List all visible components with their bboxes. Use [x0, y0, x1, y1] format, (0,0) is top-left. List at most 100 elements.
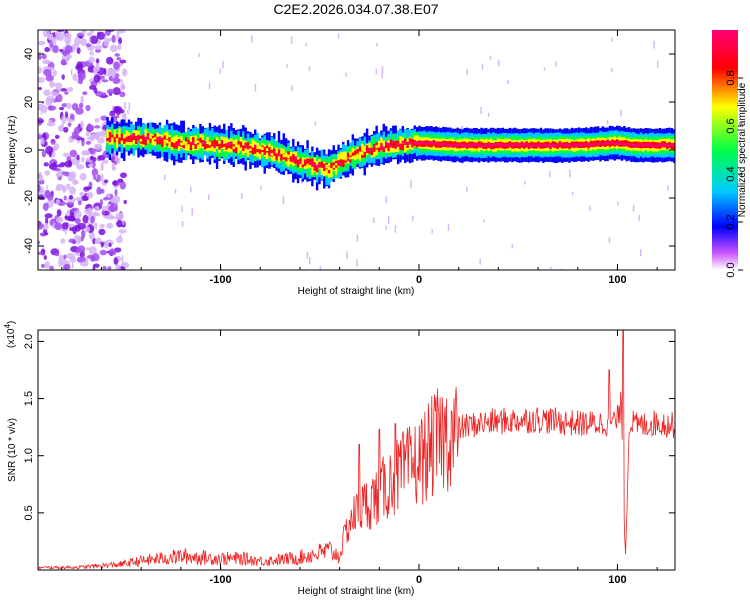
sparse-point — [337, 33, 340, 39]
noise-blob — [88, 147, 96, 155]
noise-blob — [59, 48, 63, 53]
ridge-cell — [127, 138, 131, 142]
ridge-cell — [130, 134, 133, 138]
noise-blob — [101, 92, 107, 96]
sparse-point — [653, 40, 655, 49]
ridge-cell — [118, 134, 121, 138]
ridge-cell — [320, 168, 324, 172]
noise-blob — [107, 266, 112, 270]
ridge-cell — [425, 142, 428, 146]
noise-blob — [49, 265, 54, 270]
noise-blob — [74, 197, 83, 202]
x-tick-label: 100 — [608, 274, 626, 286]
sparse-point — [667, 185, 669, 191]
ridge-cell — [382, 146, 385, 150]
snr-x-axis-label: Height of straight line (km) — [298, 586, 415, 597]
ridge-cell — [308, 161, 312, 164]
ridge-cell — [292, 153, 295, 161]
noise-blob — [61, 74, 65, 80]
ridge-cell — [213, 139, 216, 147]
noise-blob — [99, 249, 107, 256]
ridge-cell — [646, 143, 650, 146]
ridge-cell — [392, 140, 395, 144]
ridge-cell — [227, 142, 231, 146]
ridge-cell — [439, 143, 443, 147]
sparse-point — [375, 68, 378, 75]
snr-line — [38, 330, 675, 570]
sparse-point — [606, 119, 609, 124]
ridge-cell — [444, 143, 447, 146]
ridge-cell — [203, 140, 207, 145]
noise-blob — [61, 61, 68, 66]
noise-blob — [84, 226, 90, 233]
noise-blob — [101, 210, 106, 216]
y-tick-label: 1.5 — [23, 391, 35, 406]
noise-blob — [119, 59, 127, 64]
ridge-cell — [346, 152, 350, 158]
noise-blob — [62, 51, 68, 57]
ridge-cell — [420, 140, 424, 144]
spectrogram-sparse-points — [39, 33, 669, 270]
x-tick-label: 100 — [608, 574, 626, 586]
ridge-cell — [194, 140, 197, 144]
ridge-cell — [394, 140, 397, 148]
noise-blob — [43, 222, 49, 231]
ridge-cell — [451, 144, 455, 148]
ridge-cell — [411, 144, 414, 148]
sparse-point — [191, 207, 194, 216]
noise-blob — [103, 196, 110, 201]
sparse-point — [112, 105, 114, 111]
spectrogram-ridge — [106, 117, 675, 191]
ridge-cell — [163, 135, 166, 143]
ridge-cell — [594, 142, 597, 145]
ridge-cell — [313, 164, 316, 171]
noise-blob — [66, 102, 72, 110]
noise-blob — [86, 191, 94, 199]
ridge-cell — [506, 143, 509, 147]
sparse-point — [290, 36, 293, 44]
ridge-cell — [223, 146, 226, 150]
ridge-cell — [561, 143, 564, 147]
y-tick-label: 2.0 — [23, 334, 35, 349]
noise-blob — [119, 91, 126, 98]
ridge-cell — [342, 159, 345, 168]
sparse-point — [181, 205, 183, 212]
noise-blob — [100, 115, 108, 121]
noise-blob — [69, 186, 76, 195]
noise-blob — [109, 197, 119, 204]
noise-blob — [117, 178, 124, 183]
noise-blob — [118, 229, 127, 234]
ridge-cell — [123, 135, 126, 139]
sparse-point — [64, 229, 67, 235]
ridge-cell — [401, 140, 405, 144]
ridge-cell — [430, 141, 433, 148]
spectrogram-noise-region — [38, 30, 130, 270]
noise-blob — [113, 61, 120, 70]
ridge-cell — [554, 144, 557, 147]
noise-blob — [43, 255, 47, 260]
noise-blob — [58, 259, 63, 267]
noise-blob — [46, 95, 55, 104]
ridge-cell — [627, 143, 631, 146]
ridge-cell — [151, 138, 154, 142]
noise-blob — [94, 132, 100, 141]
ridge-cell — [339, 162, 343, 166]
ridge-cell — [442, 142, 445, 146]
sparse-point — [489, 55, 492, 60]
noise-blob — [88, 124, 95, 132]
ridge-cell — [527, 143, 531, 147]
snr-plot-area — [38, 330, 675, 570]
ridge-cell — [384, 141, 388, 145]
noise-blob — [94, 117, 100, 123]
noise-blob — [38, 40, 46, 46]
noise-blob — [115, 212, 124, 221]
noise-blob — [103, 40, 110, 47]
noise-blob — [114, 53, 120, 57]
ridge-cell — [358, 151, 362, 155]
ridge-cell — [163, 139, 166, 143]
ridge-cell — [230, 143, 233, 149]
ridge-cell — [218, 140, 221, 144]
ridge-cell — [244, 144, 247, 148]
noise-blob — [68, 171, 77, 180]
ridge-cell — [330, 167, 333, 171]
